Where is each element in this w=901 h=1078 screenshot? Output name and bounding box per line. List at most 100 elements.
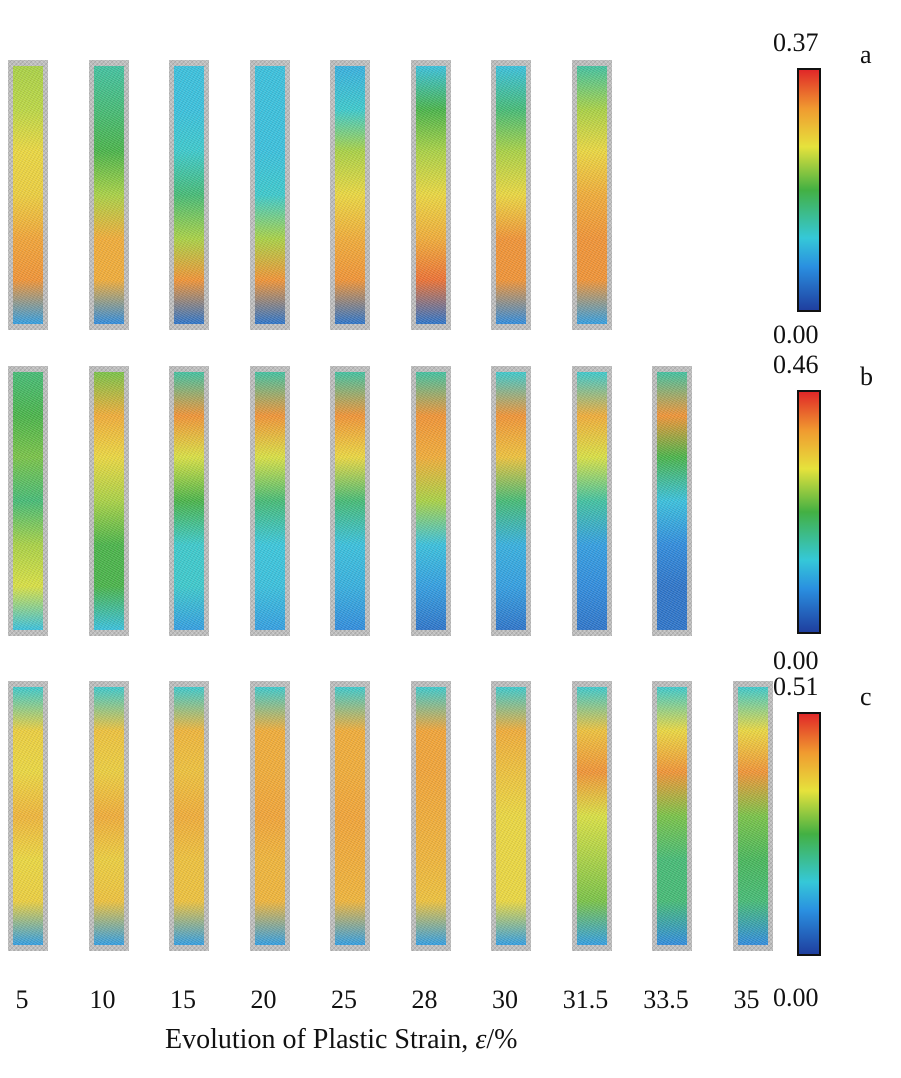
specimen-c-33.5 bbox=[652, 681, 692, 951]
x-axis-label-text: Evolution of Plastic Strain, bbox=[165, 1024, 476, 1055]
speckle-pattern bbox=[576, 372, 607, 630]
specimen-c-30 bbox=[491, 681, 531, 951]
panel-label-a: a bbox=[860, 40, 872, 69]
strain-label: 25 bbox=[331, 985, 357, 1014]
strain-label: 30 bbox=[492, 985, 518, 1014]
strain-field bbox=[496, 372, 526, 630]
strain-label: 35 bbox=[733, 985, 760, 1014]
speckle-pattern bbox=[93, 372, 124, 630]
specimen-b-10 bbox=[88, 366, 129, 636]
specimen-c-15 bbox=[169, 681, 209, 951]
x-axis-label-unit: /% bbox=[486, 1024, 518, 1055]
specimen-b-30 bbox=[491, 366, 531, 636]
specimen-b-31.5 bbox=[571, 366, 612, 636]
speckle-pattern bbox=[496, 372, 526, 630]
speckle-pattern bbox=[496, 687, 526, 945]
specimen-c-25 bbox=[330, 681, 370, 951]
speckle-pattern bbox=[13, 66, 43, 324]
strain-label: 31.5 bbox=[562, 985, 609, 1014]
x-axis-label-symbol: ε bbox=[475, 1024, 487, 1055]
specimen-a-10 bbox=[88, 60, 129, 330]
strain-label: 33.5 bbox=[643, 985, 689, 1014]
strain-field bbox=[576, 66, 607, 324]
specimen-b-5 bbox=[8, 366, 48, 636]
colorbar-b bbox=[797, 390, 821, 634]
colorbar-b-max: 0.46 bbox=[773, 350, 819, 379]
speckle-pattern bbox=[254, 66, 285, 324]
strain-field bbox=[335, 687, 365, 945]
speckle-pattern bbox=[335, 372, 365, 630]
strain-field bbox=[335, 66, 365, 324]
strain-field bbox=[13, 687, 43, 945]
speckle-pattern bbox=[576, 687, 607, 945]
speckle-pattern bbox=[93, 66, 124, 324]
colorbar-a-min: 0.00 bbox=[773, 320, 819, 349]
panel-label-b: b bbox=[860, 362, 873, 391]
specimen-b-20 bbox=[249, 366, 290, 636]
speckle-pattern bbox=[657, 687, 687, 945]
speckle-pattern bbox=[254, 687, 285, 945]
specimen-c-35 bbox=[732, 681, 773, 951]
specimen-a-15 bbox=[169, 60, 209, 330]
specimen-a-25 bbox=[330, 60, 370, 330]
strain-field bbox=[657, 372, 687, 630]
specimen-c-5 bbox=[8, 681, 48, 951]
specimen-c-20 bbox=[249, 681, 290, 951]
colorbar-c-max: 0.51 bbox=[773, 672, 819, 701]
speckle-pattern bbox=[174, 66, 204, 324]
strain-label: 5 bbox=[15, 985, 29, 1014]
colorbar-b-min: 0.00 bbox=[773, 646, 819, 675]
strain-field bbox=[737, 687, 768, 945]
specimen-a-5 bbox=[8, 60, 48, 330]
speckle-pattern bbox=[13, 687, 43, 945]
speckle-pattern bbox=[415, 372, 446, 630]
specimen-b-25 bbox=[330, 366, 370, 636]
x-axis-label: Evolution of Plastic Strain, ε/% bbox=[165, 1024, 517, 1056]
strain-field bbox=[415, 687, 446, 945]
speckle-pattern bbox=[93, 687, 124, 945]
colorbar-c bbox=[797, 712, 821, 956]
strain-field bbox=[496, 687, 526, 945]
strain-field bbox=[174, 66, 204, 324]
speckle-pattern bbox=[415, 66, 446, 324]
specimen-c-10 bbox=[88, 681, 129, 951]
strain-field bbox=[13, 66, 43, 324]
speckle-pattern bbox=[174, 687, 204, 945]
speckle-pattern bbox=[576, 66, 607, 324]
specimen-c-31.5 bbox=[571, 681, 612, 951]
speckle-pattern bbox=[496, 66, 526, 324]
speckle-pattern bbox=[335, 687, 365, 945]
strain-label: 28 bbox=[411, 985, 438, 1014]
strain-label: 10 bbox=[89, 985, 116, 1014]
specimen-a-28 bbox=[410, 60, 451, 330]
speckle-pattern bbox=[254, 372, 285, 630]
speckle-pattern bbox=[737, 687, 768, 945]
colorbar-c-min: 0.00 bbox=[773, 983, 819, 1012]
strain-field bbox=[174, 687, 204, 945]
strain-field bbox=[496, 66, 526, 324]
speckle-pattern bbox=[335, 66, 365, 324]
speckle-pattern bbox=[657, 372, 687, 630]
strain-field bbox=[576, 687, 607, 945]
strain-field bbox=[174, 372, 204, 630]
specimen-b-15 bbox=[169, 366, 209, 636]
strain-field bbox=[415, 372, 446, 630]
strain-field bbox=[657, 687, 687, 945]
colorbar-a bbox=[797, 68, 821, 312]
strain-label: 15 bbox=[170, 985, 196, 1014]
speckle-pattern bbox=[415, 687, 446, 945]
strain-field bbox=[254, 66, 285, 324]
specimen-a-20 bbox=[249, 60, 290, 330]
strain-field bbox=[13, 372, 43, 630]
specimen-c-28 bbox=[410, 681, 451, 951]
colorbar-a-max: 0.37 bbox=[773, 28, 819, 57]
specimen-b-28 bbox=[410, 366, 451, 636]
specimen-a-31.5 bbox=[571, 60, 612, 330]
strain-field bbox=[254, 372, 285, 630]
strain-field bbox=[93, 687, 124, 945]
strain-field bbox=[335, 372, 365, 630]
strain-field bbox=[254, 687, 285, 945]
strain-field bbox=[93, 66, 124, 324]
specimen-a-30 bbox=[491, 60, 531, 330]
specimen-b-33.5 bbox=[652, 366, 692, 636]
